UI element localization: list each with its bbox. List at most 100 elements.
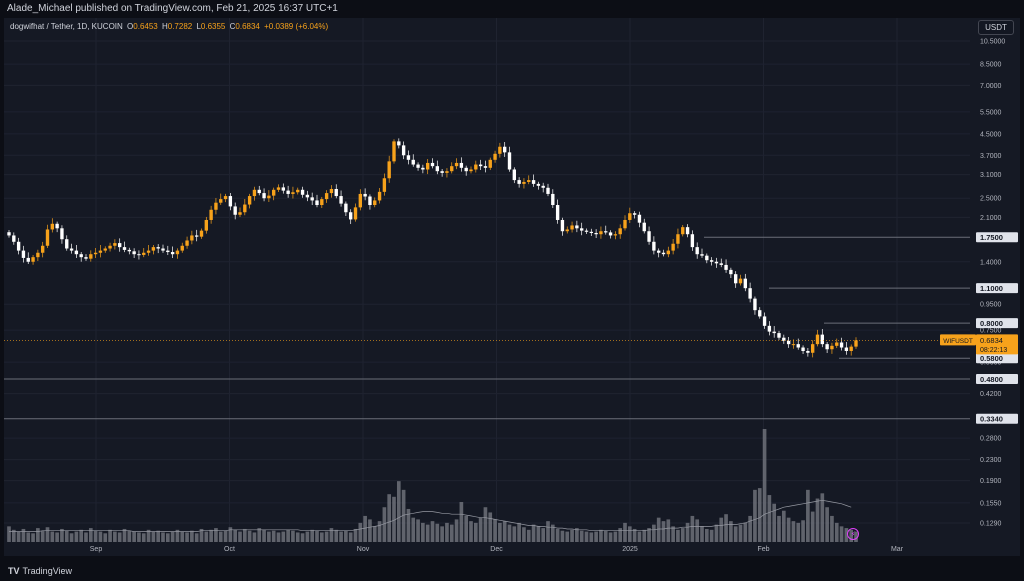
volume-bar [834, 522, 839, 542]
volume-bar [7, 526, 11, 542]
candle-body [565, 229, 569, 232]
volume-bar [127, 530, 132, 542]
volume-bar [185, 532, 189, 542]
candle-body [387, 161, 391, 179]
volume-bar [661, 521, 666, 542]
volume-bar [180, 531, 185, 542]
candle-body [305, 194, 310, 198]
price-tick-label: 3.1000 [980, 172, 1002, 179]
candle-body [93, 252, 98, 255]
price-tick-label: 2.1000 [980, 215, 1002, 222]
candle-body [45, 229, 50, 246]
tradingview-logo[interactable]: TV TradingView [8, 566, 72, 576]
volume-bar [50, 531, 55, 542]
volume-bar [55, 532, 59, 542]
candle-body [555, 205, 560, 220]
candle-body [310, 197, 314, 201]
volume-bar [440, 526, 444, 542]
candle-body [474, 164, 478, 170]
volume-bar [815, 498, 820, 542]
candle-body [377, 191, 382, 201]
time-axis: Sep Oct Nov Dec 2025 Feb Mar [90, 546, 904, 553]
symbol-badge-bg [940, 334, 976, 346]
volume-bar [305, 531, 310, 542]
volume-bar [502, 521, 507, 542]
candle-body [796, 344, 800, 348]
candle-body [623, 219, 627, 229]
candle-body [714, 261, 719, 264]
volume-bar [724, 514, 728, 542]
time-tick-label: Dec [490, 546, 503, 553]
volume-bar [396, 481, 401, 542]
volume-bar [175, 529, 180, 542]
candle-body [291, 192, 295, 194]
volume-bar [555, 528, 560, 542]
volume-bar [473, 522, 478, 542]
chart-container[interactable]: 10.5000 8.5000 7.0000 5.5000 4.5000 3.7000 3.1… [4, 18, 1020, 556]
candle-body [647, 231, 651, 242]
candle-body [753, 298, 757, 311]
candle-body [517, 180, 521, 184]
candle-body [825, 344, 829, 350]
candle-body [233, 206, 237, 215]
replay-icon[interactable]: ⚡ [847, 528, 859, 540]
volume-bar [565, 531, 570, 542]
horizontal-levels [4, 236, 970, 420]
volume-bar [64, 530, 69, 542]
volume-bar [377, 521, 382, 542]
high-value: 0.7282 [167, 22, 193, 31]
volume-bar [315, 530, 319, 542]
candle-body [199, 230, 204, 237]
volume-bar [830, 515, 834, 542]
volume-bar [632, 528, 637, 542]
price-chart[interactable]: 10.5000 8.5000 7.0000 5.5000 4.5000 3.7000 3.1… [4, 18, 1020, 556]
volume-bar [517, 522, 521, 542]
volume-bar [536, 526, 541, 542]
candle-body [676, 234, 680, 244]
volume-bar [199, 528, 204, 542]
candle-body [844, 347, 849, 351]
candle-body [204, 219, 208, 231]
volume-bar [425, 524, 430, 542]
change-value: +0.0389 (+6.04%) [264, 22, 329, 31]
volume-bar [156, 530, 161, 542]
close-value: 0.6834 [235, 22, 260, 31]
candle-body [777, 333, 781, 338]
symbol-badge-label: WIFUSDT [943, 338, 973, 345]
volume-bar [242, 528, 247, 542]
volume-bar [647, 528, 651, 542]
candle-body [440, 171, 444, 173]
volume-bar [430, 521, 435, 542]
candle-body [512, 169, 516, 181]
volume-bar [459, 502, 464, 542]
candle-body [613, 234, 618, 236]
volume-bar [372, 526, 377, 542]
volume-bar [165, 533, 170, 542]
volume-bar [550, 524, 555, 542]
volume-bar [151, 531, 156, 542]
volume-bar [454, 519, 459, 542]
volume-bar [40, 530, 45, 542]
candle-body [41, 245, 45, 253]
volume-bar [88, 528, 93, 542]
volume-bar [839, 526, 844, 542]
currency-unit-button[interactable]: USDT [978, 20, 1014, 35]
tradingview-logo-icon: TV [8, 566, 20, 576]
candle-body [411, 159, 415, 165]
volume-bar [233, 529, 238, 542]
candle-body [214, 202, 218, 210]
volume-bar [108, 529, 112, 542]
volume-bar [579, 530, 584, 542]
low-label: L [196, 22, 201, 31]
volume-bar [767, 495, 772, 542]
volume-bar [690, 515, 695, 542]
candle-body [185, 240, 189, 246]
symbol-name: dogwifhat / Tether, 1D, KUCOIN [10, 22, 123, 31]
candle-body [344, 203, 348, 213]
candle-body [830, 345, 834, 350]
candle-body [243, 204, 247, 213]
candle-body [546, 187, 550, 194]
candle-body [782, 337, 786, 341]
volume-bar [652, 524, 656, 542]
price-tick-label: 1.4000 [980, 259, 1002, 266]
